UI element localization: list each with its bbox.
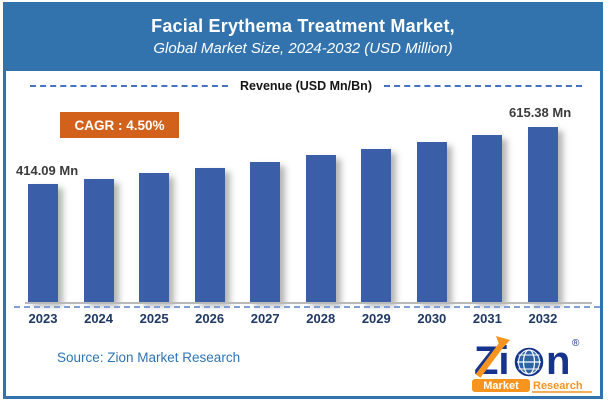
data-label-2032: 615.38 Mn [509, 105, 572, 120]
bar-2031 [472, 135, 503, 302]
registered-trademark-icon: ® [572, 338, 580, 349]
year-label-2027: 2027 [250, 311, 280, 326]
chart-axis-title: Revenue (USD Mn/Bn) [240, 79, 372, 93]
bar-2024 [83, 179, 114, 302]
logo-arrow-icon [475, 336, 510, 378]
cagr-badge: CAGR : 4.50% [60, 112, 179, 138]
x-axis-labels: 2023 2024 2025 2026 2027 2028 2029 2030 2031 2032 [28, 311, 558, 327]
bar-2032 [527, 127, 558, 302]
year-label-2025: 2025 [139, 311, 169, 326]
baseline-dashed-line [14, 306, 600, 308]
bar-2029 [361, 149, 392, 302]
logo-market-pill [472, 379, 530, 392]
bar-2026 [194, 168, 225, 302]
bar-2028 [305, 155, 336, 302]
page-subtitle: Global Market Size, 2024-2032 (USD Milli… [153, 40, 453, 57]
left-dashed-divider [30, 85, 229, 87]
logo-graphic: Zi n ® Market Research [472, 336, 592, 393]
year-label-2026: 2026 [195, 311, 225, 326]
year-label-2028: 2028 [306, 311, 336, 326]
chart-axis-title-row: Revenue (USD Mn/Bn) [30, 78, 583, 94]
bar-2030 [416, 142, 447, 302]
year-label-2031: 2031 [472, 311, 502, 326]
x-axis-line [25, 302, 592, 304]
data-label-2023: 414.09 Mn [16, 163, 79, 178]
bar-2025 [139, 173, 170, 302]
logo-text-research: Research [533, 380, 583, 392]
year-label-2024: 2024 [84, 311, 114, 326]
year-label-2030: 2030 [417, 311, 447, 326]
bar-chart [28, 127, 558, 302]
source-attribution: Source: Zion Market Research [57, 350, 241, 365]
header-band: Facial Erythema Treatment Market, Global… [3, 2, 603, 71]
year-label-2032: 2032 [528, 311, 558, 326]
logo-text-market: Market [483, 380, 519, 392]
logo-text-n: n [546, 339, 570, 383]
page-title: Facial Erythema Treatment Market, [151, 16, 455, 36]
globe-icon [514, 347, 544, 377]
bar-2023 [28, 184, 58, 302]
year-label-2029: 2029 [361, 311, 391, 326]
right-dashed-divider [383, 85, 583, 87]
bar-2027 [250, 162, 281, 302]
zion-market-research-logo: Zi n ® Market Research [466, 334, 598, 394]
year-label-2023: 2023 [28, 311, 58, 326]
